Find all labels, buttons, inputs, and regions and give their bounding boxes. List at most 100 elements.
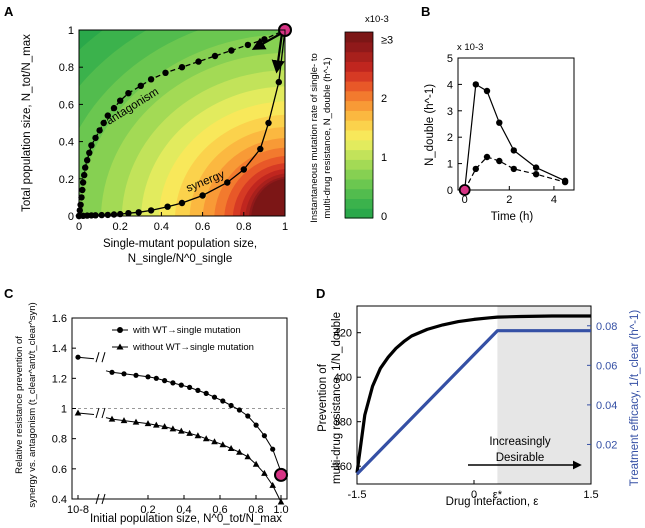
panel-a-antagonism-point bbox=[178, 63, 186, 71]
panel-a-antagonism-point bbox=[79, 186, 86, 194]
panel-c-point-triangle bbox=[108, 415, 116, 422]
colorbar-segment bbox=[345, 198, 373, 209]
panel-a-antagonism-point bbox=[88, 142, 95, 149]
panel-c-point-triangle bbox=[211, 438, 218, 445]
colorbar-tick-label: ≥3 bbox=[381, 34, 393, 46]
panel-c-point-circle bbox=[133, 372, 139, 378]
panel-a-antagonism-point bbox=[125, 90, 132, 97]
legend-label-without: without WT→single mutation bbox=[132, 342, 254, 353]
panel-a-antagonism-point bbox=[76, 207, 84, 214]
panel-c-xtick-label: 10-8 bbox=[67, 504, 89, 516]
heatmap-band-13 bbox=[224, 156, 285, 216]
panel-a-synergy-point bbox=[224, 179, 231, 186]
panel-a-antagonism-point bbox=[81, 171, 88, 179]
panel-c-ylabel-line2: synergy vs. antagonism (t_clear^ant/t_cl… bbox=[27, 302, 38, 507]
panel-d-xtick-label: -1.5 bbox=[348, 489, 367, 501]
panel-c-point-triangle bbox=[132, 418, 140, 425]
panel-c-point-circle bbox=[162, 378, 168, 384]
colorbar-segment bbox=[345, 61, 373, 72]
panel-a-synergy-point bbox=[265, 119, 272, 127]
legend-marker-triangle bbox=[116, 343, 124, 350]
panel-d-series-1-line bbox=[355, 329, 591, 476]
panel-c-point-circle bbox=[170, 380, 176, 386]
desirable-annotation-line1: Increasingly bbox=[489, 436, 551, 448]
panel-b-frame bbox=[457, 57, 575, 191]
panel-a-synergy-point bbox=[147, 207, 155, 214]
panel-c-ytick-label: 0.8 bbox=[52, 434, 67, 446]
panel-a-antagonism-point bbox=[86, 149, 93, 156]
heatmap-band-7 bbox=[141, 86, 285, 216]
panel-c-point-circle bbox=[178, 382, 184, 388]
panel-a-antagonism-point bbox=[162, 69, 169, 77]
panel-b-antagonism-point bbox=[472, 165, 479, 173]
panel-a-antagonism-point bbox=[228, 47, 235, 54]
panel-b-label: B bbox=[421, 4, 430, 19]
panel-b-ylabel: N_double (h^-1) bbox=[424, 84, 436, 166]
panel-c-xlabel: Initial population size, N^0_tot/N_max bbox=[90, 513, 282, 525]
colorbar-segment bbox=[345, 159, 373, 170]
panel-a-label: A bbox=[4, 4, 14, 19]
panel-a-antagonism-point bbox=[100, 119, 107, 127]
panel-a-synergy-point bbox=[125, 210, 132, 217]
panel-c-point-triangle bbox=[120, 417, 128, 424]
panel-a-lines bbox=[75, 23, 292, 220]
panel-b-chart: 0 2 4 0 1 2 3 4 5 bbox=[447, 53, 575, 206]
panel-a-xlabel-line1: Single-mutant population size, bbox=[103, 238, 257, 250]
panel-c-point-circle bbox=[245, 413, 251, 419]
panel-b-synergy-point bbox=[496, 119, 503, 126]
panel-a-ytick-label: 0.4 bbox=[59, 137, 74, 149]
panel-c-point-circle bbox=[153, 375, 159, 381]
panel-a-antagonism-point bbox=[244, 41, 252, 49]
panel-a-ytick-label: 0.8 bbox=[59, 62, 74, 74]
colorbar-segment bbox=[345, 110, 373, 121]
panel-d-ytick-left-label: 360 bbox=[334, 461, 352, 473]
heatmap-band-12 bbox=[214, 147, 285, 216]
panel-a-antagonism-point bbox=[84, 157, 91, 164]
panel-a-frame bbox=[78, 29, 286, 217]
panel-c-xaxis-break bbox=[95, 493, 106, 505]
colorbar-segment bbox=[345, 129, 373, 141]
panel-d-xtick-label: 1.5 bbox=[583, 489, 598, 501]
panel-c-xtick-label: 0.8 bbox=[248, 504, 263, 516]
panel-b-synergy-point bbox=[472, 81, 479, 88]
panel-d-ytick-left-label: 420 bbox=[334, 328, 352, 340]
panel-d-chart: -1.5 0 1.5 ε* 360 380 400 420 0.02 0.04 0.06 0.08 bbox=[334, 305, 617, 501]
panel-b-ytick-label: 0 bbox=[447, 185, 453, 197]
panel-a-synergy-point bbox=[178, 199, 186, 207]
panel-c-point-triangle bbox=[178, 427, 185, 434]
panel-c-highlight-marker bbox=[274, 467, 288, 482]
panel-c-axis-break bbox=[95, 352, 106, 363]
panel-b-antagonism-point bbox=[496, 157, 503, 165]
panel-c-point-triangle bbox=[227, 445, 235, 451]
panel-a-antagonism-point bbox=[117, 97, 124, 104]
panel-c-point-circle bbox=[253, 422, 259, 428]
panel-c-ytick-label: 0.4 bbox=[52, 494, 67, 506]
panel-d-shaded-region bbox=[497, 306, 591, 484]
panel-c-ytick-label: 1 bbox=[61, 404, 67, 416]
panel-b-xtick-label: 0 bbox=[462, 194, 468, 206]
panel-c-point-triangle bbox=[236, 448, 243, 455]
panel-a-heatmap: 0 0.2 0.4 0.6 0.8 1 0 0.2 0.4 0.6 0.8 1 bbox=[59, 23, 292, 233]
panel-d-ytick-right-label: 0.06 bbox=[596, 360, 617, 372]
colorbar-segment bbox=[345, 120, 373, 131]
panel-a-arrow-1 bbox=[271, 32, 285, 74]
panel-a-xtick-label: 0 bbox=[76, 221, 82, 233]
panel-b-synergy-point bbox=[532, 164, 540, 171]
panel-c-point-circle bbox=[75, 354, 81, 360]
panel-c-point-triangle bbox=[144, 420, 152, 427]
panel-b-ytick-label: 5 bbox=[447, 53, 453, 65]
panel-b-synergy-point bbox=[483, 87, 491, 95]
panel-d-ytick-right-label: 0.04 bbox=[596, 400, 617, 412]
colorbar-label-line1: Instantaneous mutation rate of single- t… bbox=[309, 53, 320, 223]
panel-b-antagonism-point bbox=[561, 178, 569, 186]
panel-c-point-circle bbox=[195, 387, 201, 393]
panel-c-point-circle bbox=[220, 398, 226, 404]
colorbar-segment bbox=[345, 178, 373, 190]
panel-c-point-circle bbox=[203, 390, 209, 396]
colorbar-tick-label: 2 bbox=[381, 93, 387, 105]
panel-c-xtick-label: 0.2 bbox=[140, 504, 155, 516]
panel-a-xtick-label: 0.8 bbox=[236, 221, 251, 233]
colorbar-segment bbox=[345, 149, 373, 160]
colorbar: 0 1 2 ≥3 bbox=[344, 31, 393, 223]
panel-a-antagonism-point bbox=[147, 76, 155, 83]
